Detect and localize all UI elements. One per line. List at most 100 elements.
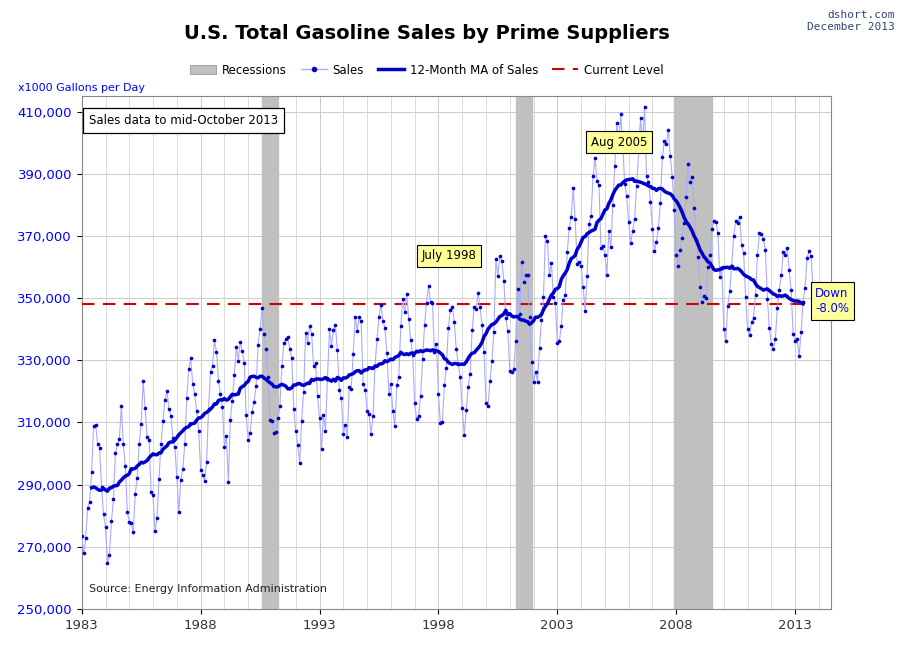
Point — [360, 405, 374, 416]
Point — [537, 291, 551, 302]
Point — [331, 345, 345, 355]
Point — [493, 251, 508, 261]
Point — [108, 448, 123, 458]
Point — [175, 464, 190, 475]
Point — [776, 247, 791, 258]
Point — [433, 418, 448, 428]
Point — [100, 558, 114, 569]
Point — [475, 320, 489, 330]
Point — [94, 481, 109, 492]
Point — [495, 256, 509, 266]
Point — [505, 367, 519, 377]
Point — [718, 336, 733, 346]
Point — [619, 190, 634, 201]
Point — [199, 457, 213, 467]
Point — [730, 218, 745, 228]
Point — [490, 271, 505, 281]
Point — [352, 312, 367, 322]
Point — [78, 533, 93, 544]
Point — [552, 336, 567, 347]
Point — [292, 457, 307, 468]
Point — [651, 222, 666, 233]
Point — [182, 363, 196, 374]
Point — [606, 199, 620, 210]
Point — [272, 401, 287, 412]
Point — [748, 290, 763, 301]
Point — [190, 406, 204, 417]
Point — [485, 355, 499, 366]
Point — [120, 506, 134, 517]
Point — [550, 338, 565, 348]
Point — [669, 250, 684, 260]
Point — [778, 250, 793, 260]
Point — [556, 295, 570, 305]
Point — [177, 439, 192, 449]
Point — [274, 361, 289, 371]
Point — [289, 426, 303, 436]
Point — [133, 418, 148, 429]
Point — [423, 297, 438, 307]
Point — [665, 172, 679, 183]
Point — [624, 238, 638, 248]
Point — [112, 434, 126, 444]
Point — [378, 322, 392, 333]
Point — [262, 414, 277, 425]
Point — [676, 218, 691, 228]
Point — [322, 324, 337, 335]
Point — [76, 548, 91, 559]
Point — [647, 246, 662, 256]
Point — [371, 311, 386, 322]
Point — [758, 244, 773, 255]
Point — [798, 283, 813, 293]
Point — [641, 176, 656, 187]
Point — [217, 442, 232, 453]
Point — [756, 234, 771, 244]
Point — [649, 236, 664, 247]
Point — [592, 179, 607, 190]
Point — [318, 426, 332, 436]
Point — [465, 325, 479, 336]
Point — [447, 316, 461, 327]
Point — [241, 434, 255, 445]
Point — [599, 269, 614, 280]
Point — [419, 297, 434, 308]
Point — [500, 326, 515, 336]
Point — [679, 192, 694, 203]
Point — [611, 140, 626, 151]
Point — [257, 329, 271, 340]
Point — [299, 328, 313, 338]
Point — [165, 433, 180, 444]
Point — [527, 377, 541, 387]
Point — [415, 354, 429, 365]
Point — [774, 270, 788, 281]
Point — [344, 383, 359, 394]
Point — [193, 465, 208, 475]
Point — [152, 474, 166, 485]
Point — [346, 348, 360, 359]
Point — [356, 379, 370, 389]
Point — [698, 293, 713, 303]
Point — [705, 224, 719, 234]
Point — [265, 416, 280, 426]
Point — [400, 289, 414, 299]
Point — [437, 380, 451, 391]
Point — [366, 411, 380, 422]
Point — [155, 416, 170, 426]
Point — [570, 259, 585, 269]
Point — [225, 395, 240, 406]
Point — [455, 402, 469, 413]
Text: Aug 2005: Aug 2005 — [590, 136, 647, 149]
Point — [340, 432, 354, 442]
Point — [209, 346, 223, 357]
Point — [616, 139, 630, 150]
Point — [168, 442, 183, 452]
Point — [427, 347, 441, 357]
Point — [429, 339, 444, 350]
Point — [282, 344, 297, 354]
Point — [326, 324, 340, 335]
Point — [768, 334, 783, 344]
Point — [96, 509, 111, 520]
Point — [627, 214, 642, 224]
Point — [725, 260, 739, 271]
Point — [336, 428, 350, 439]
